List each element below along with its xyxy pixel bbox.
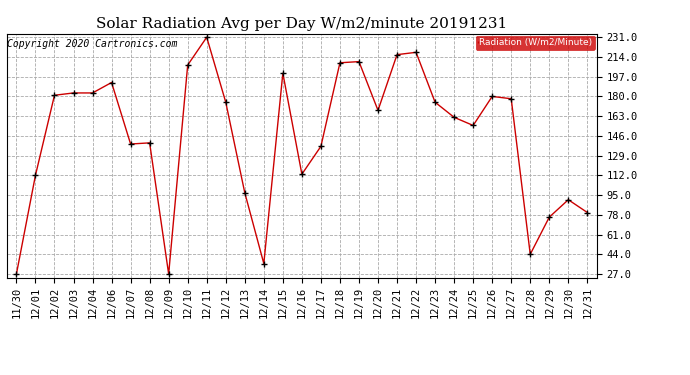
Legend: Radiation (W/m2/Minute): Radiation (W/m2/Minute) (475, 36, 595, 50)
Text: Copyright 2020 Cartronics.com: Copyright 2020 Cartronics.com (7, 39, 177, 50)
Title: Solar Radiation Avg per Day W/m2/minute 20191231: Solar Radiation Avg per Day W/m2/minute … (96, 17, 508, 31)
